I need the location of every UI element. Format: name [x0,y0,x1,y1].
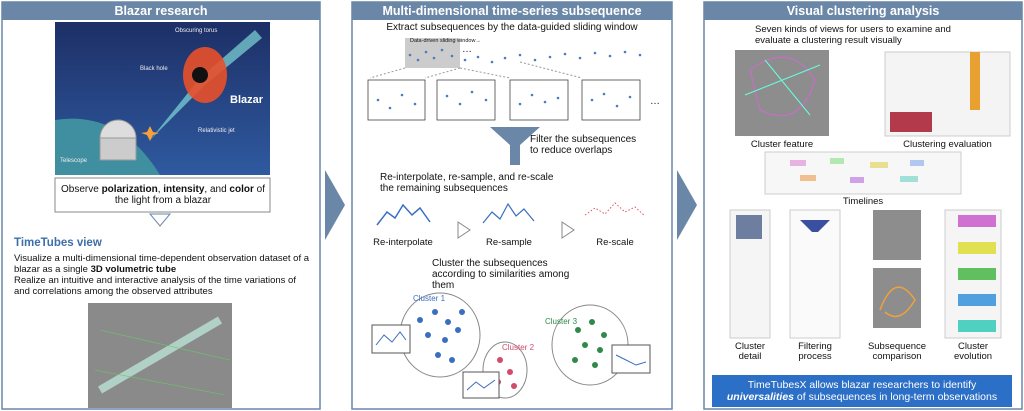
subsequence-points [376,90,632,110]
cluster-1-points [417,309,465,363]
subsequence-boxes [367,79,641,121]
emphasis: universalities [726,391,794,403]
method-label: Re-sample [486,237,532,248]
series-points [408,48,642,64]
sparkline-reinterpolate [376,203,431,226]
emphasis: polarization [101,184,158,195]
illustration-label: Black hole [140,66,168,72]
step-text: Cluster the subsequences according to si… [432,258,570,291]
cluster-label: Cluster 3 [545,317,578,326]
sliding-window [405,38,460,68]
down-arrow [148,213,172,227]
view-label: Clustering evaluation [903,139,992,150]
emphasis: color [229,184,254,195]
flow-arrow [677,170,697,240]
timeline-blocks [790,158,924,183]
cluster-2-ellipse [482,341,528,399]
panel-title: Visual clustering analysis [704,2,1022,20]
illustration-label: Obscuring torus [175,28,218,34]
panel-title: Multi-dimensional time-series subsequenc… [352,2,672,36]
emphasis: 3D volumetric tube [90,264,177,275]
text: Observe [61,184,102,195]
method-label: Re-interpolate [373,237,433,248]
subtitle: TimeTubes view [14,237,102,249]
view-label: Cluster feature [750,139,814,150]
black-hole [192,67,208,83]
view-label: Subsequence comparison [867,341,927,362]
step-arrow [561,221,575,239]
panel-title: Blazar research [2,2,320,20]
cluster-label: Cluster 1 [413,294,446,303]
emphasis: intensity [163,184,205,195]
text: TimeTubesX allows blazar researchers to … [747,379,977,391]
summary-box [712,375,1012,407]
ellipsis: … [650,96,660,107]
view-detail [879,286,916,318]
evolution-bars [958,215,996,332]
text: , and [204,184,230,195]
step-text: Filter the subsequences to reduce overla… [530,134,637,156]
description: Visualize a multi-dimensional time-depen… [14,253,314,297]
ellipsis: … [462,44,472,55]
view-detail [736,215,762,239]
sparkline-resample [482,202,535,224]
callout-text: Observe polarization, intensity, and col… [58,184,268,206]
text: of subsequences in long-term observation… [794,391,998,403]
view-label: Timelines [842,196,884,207]
callout-line [375,331,407,346]
heatmap [890,112,932,132]
star [141,126,159,141]
summary-text: TimeTubesX allows blazar researchers to … [714,379,1010,403]
illustration-label: Blazar [230,94,264,106]
telescope-base [99,137,137,161]
view-label: Filtering process [798,341,832,362]
text: Visualize a multi-dimensional time-depen… [14,253,310,275]
subsequence-comparison-view [873,210,921,260]
view-label: Cluster detail [734,341,766,362]
intro-text: Seven kinds of views for users to examin… [755,24,951,46]
illustration-label: Relativistic jet [198,128,235,134]
callout-line [615,354,647,366]
step-arrow [457,221,471,239]
cluster-callouts [371,324,651,399]
cluster-label: Cluster 2 [502,343,535,352]
sparkline-rescale [584,202,646,217]
step-text: Re-interpolate, re-sample, and re-scale … [380,172,554,194]
step-text: Extract subsequences by the data-guided … [386,22,638,33]
text: of the light from a blazar [114,184,265,206]
jet [150,30,262,140]
view-detail [744,59,821,116]
cluster-1-ellipse [399,292,481,378]
callout-line [466,379,496,391]
view-detail [800,220,830,232]
method-label: Re-scale [596,237,634,248]
cluster-3-points [572,319,607,368]
view-label: Cluster evolution [953,341,993,362]
flow-arrow [325,170,345,240]
view-detail [749,56,816,117]
text: Realize an intuitive and interactive ana… [14,275,296,297]
guide-lines [369,61,583,79]
tube [97,316,223,394]
funnel [490,127,540,165]
bar-chart [970,52,980,110]
callout-box [54,177,271,213]
timelines-view [764,151,962,195]
text: , [157,184,164,195]
window-label: Data-driven sliding window→ [410,38,481,44]
grid-lines [94,329,231,396]
illustration-label: Telescope [60,158,88,164]
